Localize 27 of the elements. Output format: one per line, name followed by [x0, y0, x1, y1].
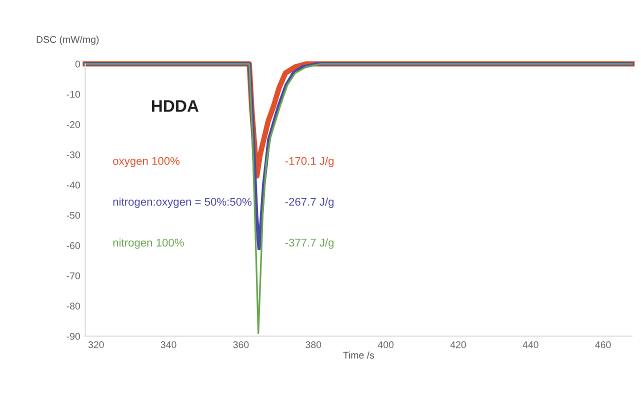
- x-tick-label: 400: [378, 341, 394, 348]
- y-tick-label: -60: [66, 242, 80, 250]
- y-tick-label: -80: [66, 302, 80, 310]
- x-tick-label: 320: [88, 341, 104, 348]
- x-tick-label: 360: [233, 341, 249, 348]
- y-tick-label: -10: [66, 90, 80, 98]
- text: nitrogen 100%: [113, 238, 184, 249]
- x-tick-label: 440: [522, 341, 538, 348]
- x-axis-title: Time /s: [343, 351, 374, 359]
- y-axis-title: DSC (mW/mg): [36, 36, 99, 45]
- x-tick-label: 380: [306, 341, 322, 348]
- annotation: -267.7 J/g: [285, 198, 334, 208]
- x-tick-label: 420: [450, 341, 466, 348]
- y-tick-label: -90: [66, 332, 80, 340]
- y-tick-label: 0: [75, 60, 80, 68]
- y-tick-label: -30: [66, 151, 80, 158]
- annotation: HDDA: [152, 100, 199, 112]
- y-tick-label: -50: [66, 212, 80, 219]
- y-tick-label: -40: [66, 182, 80, 189]
- y-tick-label: -70: [66, 272, 80, 280]
- annotation: -377.7 J/g: [285, 238, 334, 249]
- annotation: -170.1 J/g: [285, 156, 334, 168]
- y-tick-label: -20: [66, 121, 80, 128]
- x-tick-label: 460: [595, 341, 611, 348]
- text: oxygen 100%: [113, 157, 180, 168]
- x-tick-label: 340: [160, 341, 176, 348]
- series-label: nitrogen:oxygen = 50%:50%: [113, 198, 252, 208]
